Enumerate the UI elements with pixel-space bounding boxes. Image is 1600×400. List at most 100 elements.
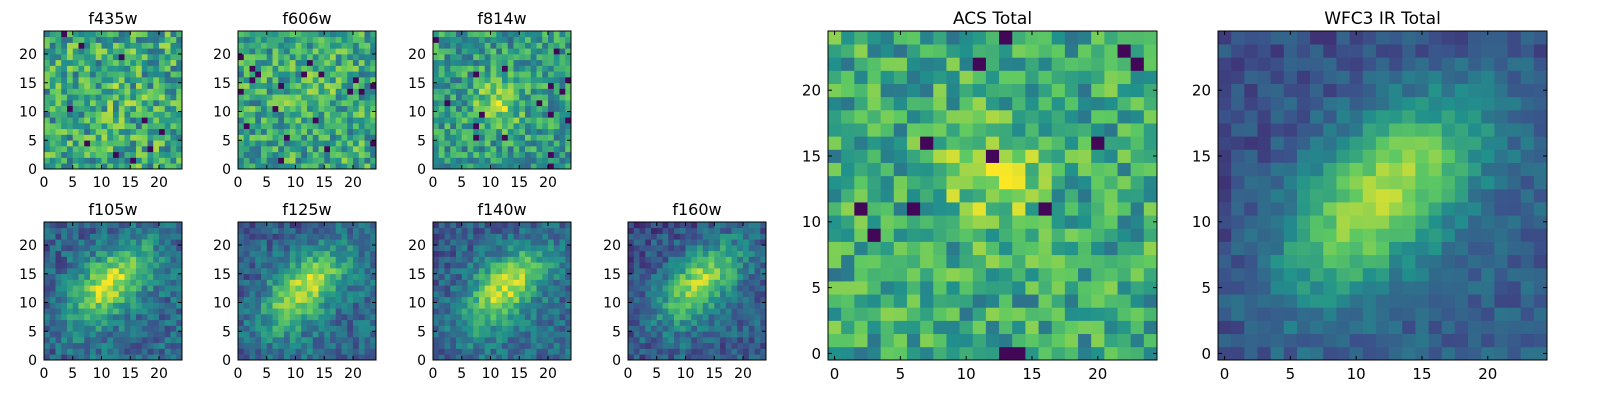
heatmap-cell [295, 227, 302, 234]
heatmap-cell [153, 239, 160, 246]
heatmap-cell [656, 222, 663, 229]
heatmap-cell [243, 65, 250, 72]
heatmap-cell [55, 227, 62, 234]
heatmap-cell [999, 83, 1013, 98]
heatmap-cell [284, 314, 291, 321]
heatmap-cell [553, 354, 560, 361]
heatmap-cell [972, 136, 987, 150]
heatmap-cell [548, 157, 555, 164]
heatmap-cell [255, 105, 262, 112]
heatmap-cell [496, 273, 503, 280]
heatmap-cell [266, 273, 273, 280]
x-tick-label: 0 [624, 366, 633, 382]
heatmap-cell [438, 111, 445, 118]
heatmap-cell [147, 128, 154, 135]
heatmap-cell [301, 319, 308, 326]
heatmap-cell [44, 342, 51, 349]
heatmap-cell [867, 267, 881, 282]
heatmap-cell [272, 134, 279, 141]
heatmap-cell [461, 117, 468, 124]
heatmap-cell [645, 239, 652, 246]
heatmap-cell [44, 314, 51, 321]
heatmap-cell [525, 59, 532, 66]
heatmap-cell [933, 96, 947, 111]
heatmap-cell [507, 245, 514, 252]
heatmap-cell [456, 239, 463, 246]
heatmap-cell [266, 291, 273, 298]
heatmap-cell [444, 279, 451, 286]
heatmap-cell [679, 302, 686, 309]
heatmap-cell [906, 267, 921, 282]
heatmap-cell [238, 157, 245, 164]
heatmap-cell [444, 337, 451, 344]
heatmap-cell [946, 162, 960, 177]
heatmap-cell [72, 54, 79, 61]
heatmap-cell [78, 262, 85, 269]
panel-title: f160w [672, 200, 721, 219]
heatmap-cell [278, 117, 285, 124]
heatmap-cell [284, 100, 291, 107]
heatmap-cell [67, 146, 74, 153]
heatmap-cell [358, 279, 365, 286]
heatmap-cell [130, 342, 137, 349]
heatmap-cell [170, 331, 177, 338]
heatmap-cell [633, 262, 640, 269]
heatmap-cell [714, 314, 721, 321]
heatmap-cell [519, 77, 526, 84]
heatmap-cell [1130, 44, 1145, 58]
heatmap-cell [1078, 136, 1092, 150]
heatmap-cell [438, 71, 445, 78]
heatmap-cell [261, 146, 268, 153]
heatmap-cell [639, 222, 646, 229]
heatmap-cell [164, 222, 171, 229]
heatmap-cell [324, 134, 331, 141]
heatmap-cell [278, 54, 285, 61]
heatmap-cell [662, 227, 669, 234]
y-tick-label: 0 [811, 345, 821, 363]
heatmap-cell [461, 291, 468, 298]
heatmap-cell [55, 291, 62, 298]
heatmap-cell [107, 273, 114, 280]
heatmap-cell [651, 354, 658, 361]
heatmap-cell [519, 314, 526, 321]
heatmap-cell [1143, 83, 1158, 98]
heatmap-cell [289, 146, 296, 153]
heatmap-cell [760, 268, 767, 275]
heatmap-cell [101, 314, 108, 321]
heatmap-cell [530, 59, 537, 66]
heatmap-cell [1038, 70, 1053, 84]
heatmap-cell [95, 337, 102, 344]
heatmap-cell [266, 134, 273, 141]
heatmap-cell [301, 268, 308, 275]
heatmap-cell [159, 111, 166, 118]
heatmap-cell [141, 123, 148, 130]
x-tick-label: 0 [830, 365, 840, 383]
heatmap-cell [530, 31, 537, 38]
heatmap-cell [854, 307, 868, 321]
heatmap-cell [307, 105, 314, 112]
heatmap-cell [1025, 188, 1039, 203]
heatmap-cell [261, 233, 268, 240]
heatmap-cell [370, 82, 377, 89]
heatmap-cell [141, 296, 148, 303]
heatmap-cell [284, 65, 291, 72]
heatmap-cell [685, 268, 692, 275]
heatmap-cell [502, 314, 509, 321]
heatmap-cell [999, 162, 1013, 177]
heatmap-cell [972, 31, 987, 45]
heatmap-cell [906, 109, 921, 124]
heatmap-cell [559, 325, 566, 332]
heatmap-cell [101, 65, 108, 72]
heatmap-cell [341, 342, 348, 349]
heatmap-cell [55, 100, 62, 107]
heatmap-cell [920, 320, 934, 335]
heatmap-cell [243, 342, 250, 349]
heatmap-cell [679, 296, 686, 303]
heatmap-cell [1012, 70, 1026, 84]
heatmap-cell [312, 279, 319, 286]
heatmap-cell [484, 354, 491, 361]
heatmap-cell [72, 65, 79, 72]
heatmap-cell [841, 281, 855, 295]
heatmap-cell [130, 227, 137, 234]
heatmap-cell [536, 250, 543, 257]
